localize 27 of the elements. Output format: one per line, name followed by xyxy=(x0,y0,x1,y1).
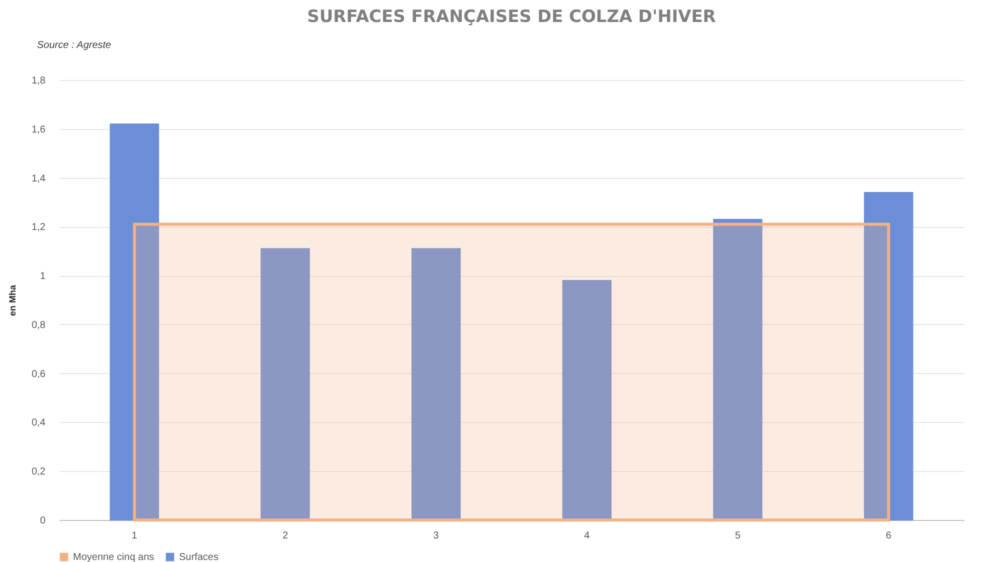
x-tick-label: 2 xyxy=(282,530,288,542)
legend-label: Surfaces xyxy=(179,552,218,562)
x-tick-label: 3 xyxy=(433,530,440,542)
y-tick-label: 1,8 xyxy=(32,76,46,86)
x-tick-label: 6 xyxy=(886,530,892,542)
y-tick-label: 0,6 xyxy=(32,368,46,380)
y-tick-label: 1,4 xyxy=(32,173,46,184)
x-tick-label: 4 xyxy=(584,530,590,542)
y-tick-label: 0,2 xyxy=(32,466,46,478)
legend-label: Moyenne cinq ans xyxy=(73,552,154,562)
bar xyxy=(110,124,160,520)
bar xyxy=(864,192,914,520)
y-tick-label: 0 xyxy=(40,516,46,526)
bar xyxy=(562,280,612,520)
bar xyxy=(411,248,461,520)
x-tick-label: 5 xyxy=(734,530,741,542)
y-tick-label: 1,2 xyxy=(32,222,46,234)
y-tick-label: 0,4 xyxy=(32,418,46,429)
bar xyxy=(260,248,310,520)
y-tick-label: 0,8 xyxy=(32,320,46,331)
chart-title: SURFACES FRANÇAISES DE COLZA D'HIVER xyxy=(307,7,716,27)
y-axis-title: en Mha xyxy=(8,284,18,316)
y-tick-label: 1 xyxy=(40,271,46,282)
x-tick-label: 1 xyxy=(132,530,138,542)
bar xyxy=(713,218,762,520)
source-note: Source : Agreste xyxy=(37,40,112,51)
y-tick-label: 1,6 xyxy=(32,124,46,136)
